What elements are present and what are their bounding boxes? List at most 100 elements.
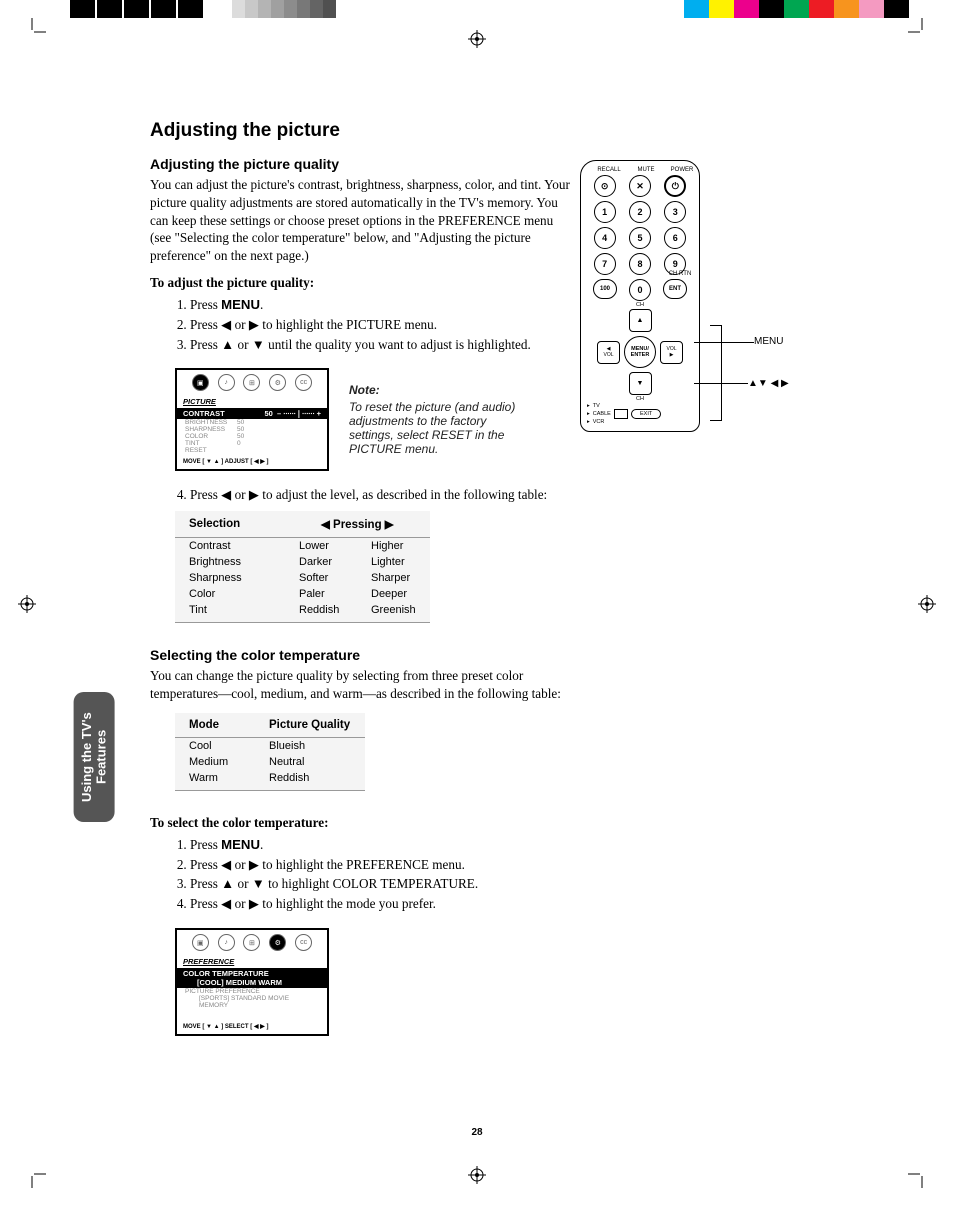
crop-corner-tr-icon [908, 18, 936, 46]
osd-hl-value: 50 – ∙∙∙∙∙∙❘∙∙∙∙∙∙ + [264, 409, 321, 418]
callout-line [694, 342, 754, 343]
table-header: Picture Quality [255, 713, 365, 738]
remote-body: RECALL MUTE POWER ⊙ ✕ ⏻ 123456789CH RTN1… [580, 160, 700, 432]
procedure-step: Press ◀ or ▶ to adjust the level, as des… [190, 485, 574, 505]
procedure-step: Press ▲ or ▼ until the quality you want … [190, 335, 574, 355]
audio-tab-icon: ♪ [218, 374, 235, 391]
table-row: CoolBlueish [175, 737, 365, 754]
section-title-color-temp: Selecting the color temperature [150, 647, 720, 663]
osd-tab-icons: ▣ ♪ ⊞ ⚙ cc [177, 370, 327, 395]
selection-pressing-table: Selection ◀ Pressing ▶ ContrastLowerHigh… [175, 511, 430, 623]
osd-tab-icons: ▣ ♪ ⊞ ⚙ cc [177, 930, 327, 955]
cc-tab-icon: cc [295, 374, 312, 391]
registration-target-icon [18, 595, 36, 613]
menu-enter-button[interactable]: MENU/ENTER [624, 336, 656, 368]
registration-target-icon [918, 595, 936, 613]
dpad-up-button[interactable]: ▲ [629, 309, 652, 332]
power-button[interactable]: ⏻ [664, 175, 686, 197]
dpad-right-button[interactable]: VOL▶ [660, 341, 683, 364]
registration-target-icon [468, 1166, 486, 1184]
recall-button[interactable]: ⊙ [594, 175, 616, 197]
crop-corner-bl-icon [18, 1160, 46, 1188]
menu-bracket [710, 325, 722, 421]
osd-footer-hints: MOVE [ ▼ ▲ ] SELECT [ ◀ ▶ ] [177, 1019, 327, 1034]
procedure-step: Press ▲ or ▼ to highlight COLOR TEMPERAT… [190, 874, 574, 894]
numpad-button-8[interactable]: 8 [629, 253, 651, 275]
crop-corner-tl-icon [18, 18, 46, 46]
ch-label: CH [625, 396, 655, 402]
osd-row: SHARPNESS50 [177, 426, 327, 433]
procedure-step: Press ◀ or ▶ to highlight the PREFERENCE… [190, 855, 574, 875]
cc-tab-icon: cc [295, 934, 312, 951]
osd-footer-hints: MOVE [ ▼ ▲ ] ADJUST [ ◀ ▶ ] [177, 454, 327, 469]
power-label: POWER [669, 167, 695, 173]
chapter-side-tab: Using the TV's Features [74, 692, 115, 822]
osd-highlighted-row: COLOR TEMPERATURE [COOL] MEDIUM WARM [177, 968, 327, 988]
osd-hl-label: CONTRAST [183, 409, 225, 418]
osd-highlighted-row: CONTRAST 50 – ∙∙∙∙∙∙❘∙∙∙∙∙∙ + [177, 408, 327, 419]
crop-corner-br-icon [908, 1160, 936, 1188]
procedure-step: Press ◀ or ▶ to highlight the PICTURE me… [190, 315, 574, 335]
table-row: TintReddishGreenish [175, 602, 430, 623]
numpad-button-0[interactable]: 0 [629, 279, 651, 301]
callout-line [694, 383, 748, 384]
numpad-button-7[interactable]: 7 [594, 253, 616, 275]
page-number: 28 [0, 1127, 954, 1138]
numpad-button-3[interactable]: 3 [664, 201, 686, 223]
registration-target-icon [468, 30, 486, 48]
crop-black-boxes [70, 0, 203, 18]
osd-row: COLOR50 [177, 433, 327, 440]
osd-row: TINT0 [177, 440, 327, 447]
arrows-callout-label: ▲▼ ◀ ▶ [748, 378, 789, 389]
note-body: To reset the picture (and audio) adjustm… [349, 400, 529, 456]
numpad-button-4[interactable]: 4 [594, 227, 616, 249]
procedure-steps-1: Press MENU.Press ◀ or ▶ to highlight the… [150, 295, 574, 354]
numpad-button-100[interactable]: 100 [593, 279, 617, 299]
crop-gray-boxes [232, 0, 336, 18]
osd-picture-menu: ▣ ♪ ⊞ ⚙ cc PICTURE CONTRAST 50 – ∙∙∙∙∙∙❘… [175, 368, 329, 471]
picture-tab-icon: ▣ [192, 934, 209, 951]
osd-hl-line1: COLOR TEMPERATURE [183, 969, 321, 978]
osd-row: [SPORTS] STANDARD MOVIE MEMORY [177, 995, 327, 1009]
page-title: Adjusting the picture [150, 120, 720, 142]
table-row: SharpnessSofterSharper [175, 570, 430, 586]
mode-quality-table: Mode Picture Quality CoolBlueishMediumNe… [175, 713, 365, 791]
numpad-button-6[interactable]: 6 [664, 227, 686, 249]
recall-label: RECALL [596, 167, 622, 173]
table-header: Selection [175, 511, 285, 538]
table-row: ContrastLowerHigher [175, 538, 430, 555]
osd-section-label: PICTURE [177, 395, 327, 408]
mute-label: MUTE [633, 167, 659, 173]
table-header: ◀ Pressing ▶ [285, 511, 430, 538]
table-row: MediumNeutral [175, 754, 365, 770]
audio-tab-icon: ♪ [218, 934, 235, 951]
osd-row: PICTURE PREFERENCE [177, 988, 327, 995]
switch-slider[interactable] [614, 409, 628, 419]
numpad-button-5[interactable]: 5 [629, 227, 651, 249]
remote-illustration: RECALL MUTE POWER ⊙ ✕ ⏻ 123456789CH RTN1… [580, 160, 790, 432]
procedure-steps-1b: Press ◀ or ▶ to adjust the level, as des… [150, 485, 574, 505]
picture-tab-icon: ▣ [192, 374, 209, 391]
dpad-down-button[interactable]: ▼ [629, 372, 652, 395]
table-row: WarmReddish [175, 770, 365, 791]
procedure-steps-2: Press MENU.Press ◀ or ▶ to highlight the… [150, 835, 574, 914]
osd-hl-line2: [COOL] MEDIUM WARM [183, 978, 321, 987]
body-text: You can adjust the picture's contrast, b… [150, 176, 574, 265]
osd-section-label: PREFERENCE [177, 955, 327, 968]
tv-cable-vcr-switch: ▸TV ▸CABLE EXIT ▸VCR [587, 403, 693, 425]
numpad-button-2[interactable]: 2 [629, 201, 651, 223]
dpad-left-button[interactable]: ◀VOL [597, 341, 620, 364]
procedure-step: Press MENU. [190, 295, 574, 315]
ch-label: CH [625, 302, 655, 308]
color-bars [684, 0, 909, 18]
osd-row: RESET [177, 447, 327, 454]
numpad-button-1[interactable]: 1 [594, 201, 616, 223]
mute-button[interactable]: ✕ [629, 175, 651, 197]
numpad-button-ENT[interactable]: ENT [663, 279, 687, 299]
table-row: ColorPalerDeeper [175, 586, 430, 602]
ch-rtn-label: CH RTN [667, 271, 693, 277]
procedure-lead: To select the color temperature: [150, 815, 720, 831]
osd-block-2: ▣ ♪ ⊞ ⚙ cc PREFERENCE COLOR TEMPERATURE … [175, 928, 720, 1036]
exit-button[interactable]: EXIT [631, 409, 661, 419]
procedure-step: Press ◀ or ▶ to highlight the mode you p… [190, 894, 574, 914]
